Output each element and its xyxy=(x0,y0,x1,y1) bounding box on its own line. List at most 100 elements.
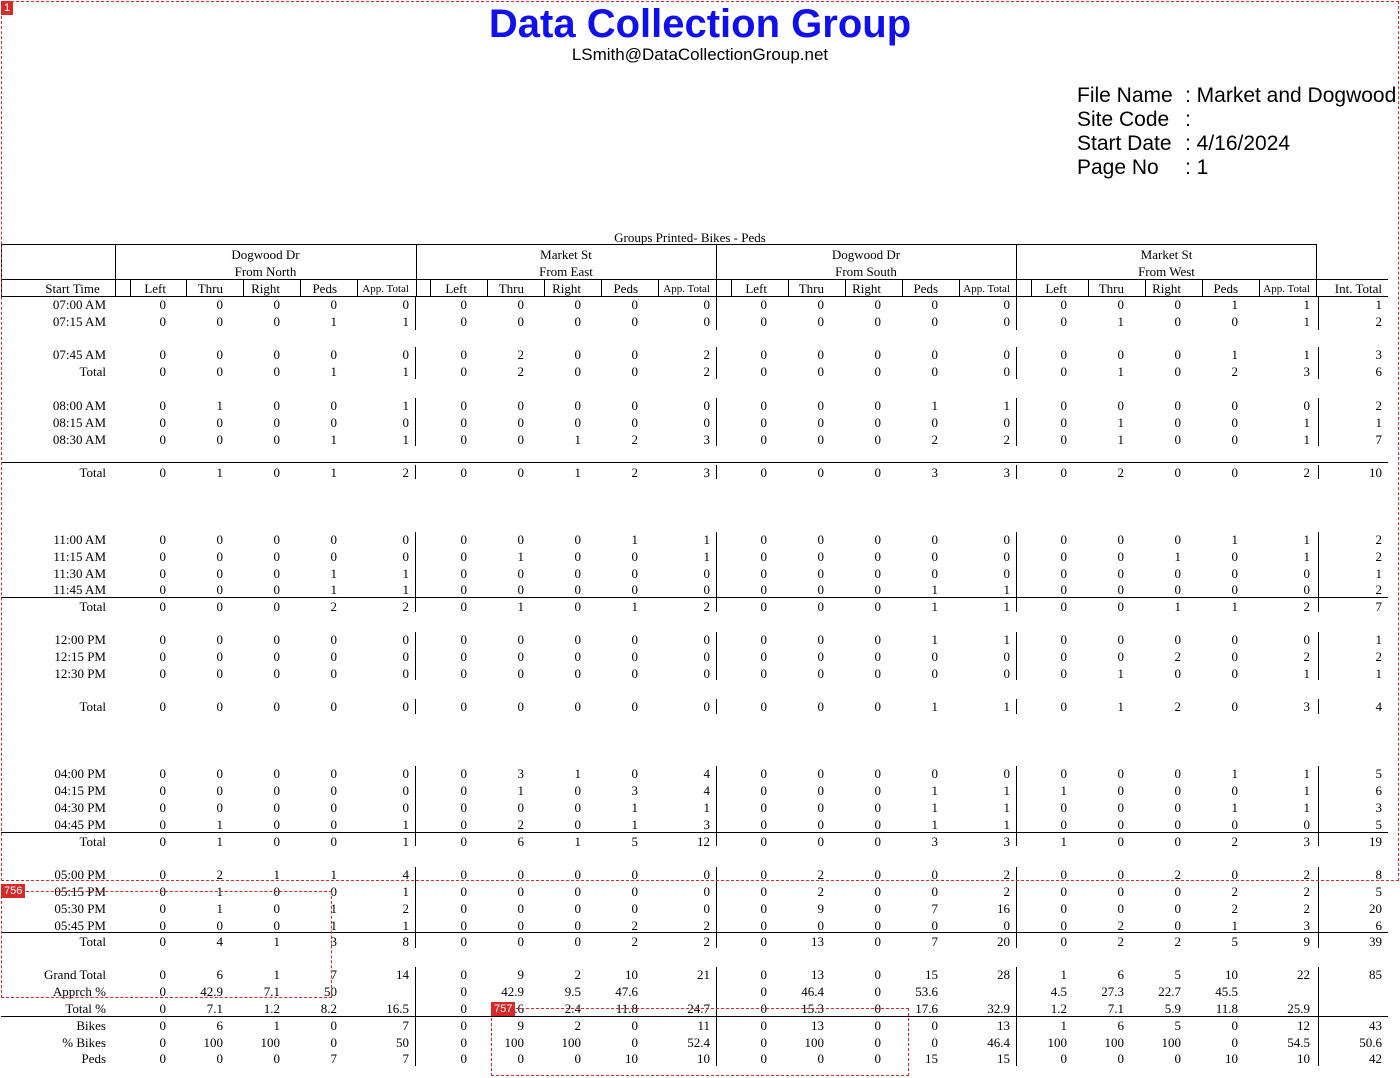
cell-value: 1 xyxy=(1003,632,1011,647)
cell-value: 0 xyxy=(460,566,468,581)
cell-value: 2 xyxy=(1303,649,1311,664)
row-label: Apprch % xyxy=(52,984,106,999)
cell-value: 0 xyxy=(517,314,525,329)
cell-value: 13 xyxy=(811,934,824,949)
cell-value: 0 xyxy=(1174,783,1182,798)
cell-value: 0 xyxy=(460,934,468,949)
column-divider xyxy=(300,280,301,296)
cell-value: 0 xyxy=(1003,415,1011,430)
cell-value: 1 xyxy=(330,432,338,447)
cell-value: 1 xyxy=(1174,549,1182,564)
cell-value: 1.2 xyxy=(263,1001,280,1016)
cell-value: 15 xyxy=(925,1051,938,1066)
cell-value: 1 xyxy=(1375,415,1383,430)
cell-value: 3 xyxy=(631,783,639,798)
cell-value: 0 xyxy=(817,582,825,597)
cell-value: 0 xyxy=(1303,398,1311,413)
cell-value: 0 xyxy=(703,666,711,681)
cell-value: 0 xyxy=(517,666,525,681)
cell-value: 2 xyxy=(402,465,410,480)
cell-value: 0 xyxy=(159,1035,167,1050)
cell-value: 5.9 xyxy=(1164,1001,1181,1016)
cell-value: 0 xyxy=(874,666,882,681)
cell-value: 0 xyxy=(159,984,167,999)
column-divider xyxy=(1016,766,1017,846)
table-rule xyxy=(1,832,1388,833)
cell-value: 0 xyxy=(760,934,768,949)
cell-value: 0 xyxy=(330,666,338,681)
cell-value: 0 xyxy=(817,432,825,447)
cell-value: 0 xyxy=(1117,347,1125,362)
cell-value: 1 xyxy=(517,599,525,614)
cell-value: 0 xyxy=(1060,918,1068,933)
column-divider xyxy=(716,465,717,479)
row-label: 12:00 PM xyxy=(54,632,106,647)
cell-value: 0 xyxy=(1303,582,1311,597)
cell-value: 0 xyxy=(330,1035,338,1050)
cell-value: 0 xyxy=(1060,364,1068,379)
column-divider xyxy=(716,296,717,330)
cell-value: 0 xyxy=(574,549,582,564)
cell-value: 0 xyxy=(1174,532,1182,547)
cell-value: 0 xyxy=(1174,834,1182,849)
cell-value: 0 xyxy=(1174,901,1182,916)
cell-value: 0 xyxy=(631,582,639,597)
cell-value: 0 xyxy=(817,783,825,798)
meta-page-no: Page No: 1 xyxy=(1077,156,1208,180)
cell-value: 0 xyxy=(703,582,711,597)
cell-value: 0 xyxy=(760,817,768,832)
cell-value: 0 xyxy=(460,1001,468,1016)
row-label: Total xyxy=(79,599,106,614)
cell-value: 7 xyxy=(402,1051,410,1066)
cell-value: 1 xyxy=(1060,1018,1068,1033)
cell-value: 0 xyxy=(760,599,768,614)
cell-value: 0 xyxy=(1231,549,1239,564)
annotation-box-1 xyxy=(1,1,1399,881)
cell-value: 0 xyxy=(330,649,338,664)
column-divider xyxy=(243,280,244,296)
cell-value: 0 xyxy=(760,783,768,798)
cell-value: 0 xyxy=(273,566,281,581)
cell-value: 43 xyxy=(1369,1018,1382,1033)
movement-header-thru: Thru xyxy=(798,281,824,296)
cell-value: 0 xyxy=(1117,867,1125,882)
cell-value: 100 xyxy=(203,1035,224,1050)
row-label: 04:00 PM xyxy=(54,766,106,781)
cell-value: 46.4 xyxy=(801,984,824,999)
cell-value: 0 xyxy=(874,834,882,849)
cell-value: 0 xyxy=(874,632,882,647)
cell-value: 15 xyxy=(925,967,938,982)
movement-header-peds: Peds xyxy=(312,281,337,296)
cell-value: 1 xyxy=(216,817,224,832)
cell-value: 0 xyxy=(574,566,582,581)
cell-value: 0 xyxy=(1117,632,1125,647)
cell-value: 0 xyxy=(760,867,768,882)
cell-value: 1 xyxy=(931,582,939,597)
cell-value: 7 xyxy=(931,901,939,916)
cell-value: 7.1 xyxy=(1107,1001,1124,1016)
cell-value: 5 xyxy=(1174,967,1182,982)
row-label: 07:00 AM xyxy=(52,297,106,312)
movement-header-app-total: App. Total xyxy=(362,283,409,295)
cell-value: 0 xyxy=(273,783,281,798)
column-divider xyxy=(130,280,131,296)
group-divider xyxy=(716,244,717,296)
cell-value: 1 xyxy=(1303,415,1311,430)
cell-value: 1 xyxy=(273,934,281,949)
cell-value: 0 xyxy=(159,1018,167,1033)
cell-value: 21 xyxy=(697,967,710,982)
cell-value: 0 xyxy=(874,817,882,832)
cell-value: 50 xyxy=(324,984,337,999)
cell-value: 2 xyxy=(1231,884,1239,899)
cell-value: 1 xyxy=(1231,800,1239,815)
cell-value: 0 xyxy=(817,766,825,781)
cell-value: 0 xyxy=(1060,867,1068,882)
cell-value: 0 xyxy=(216,364,224,379)
cell-value: 0 xyxy=(159,901,167,916)
cell-value: 8 xyxy=(1375,867,1383,882)
cell-value: 2 xyxy=(1174,934,1182,949)
cell-value: 0 xyxy=(159,1051,167,1066)
cell-value: 0 xyxy=(874,934,882,949)
cell-value: 0 xyxy=(760,549,768,564)
cell-value: 3 xyxy=(1303,918,1311,933)
